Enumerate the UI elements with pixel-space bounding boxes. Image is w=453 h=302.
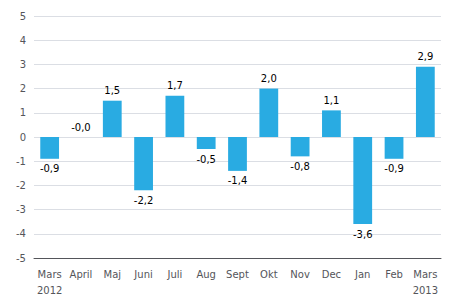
svg-text:1,1: 1,1 (323, 95, 339, 106)
svg-text:Jan: Jan (354, 269, 370, 280)
svg-text:Dec: Dec (322, 269, 341, 280)
svg-text:-3,6: -3,6 (353, 229, 373, 240)
svg-text:2012: 2012 (37, 285, 62, 296)
svg-text:Nov: Nov (290, 269, 310, 280)
svg-text:-1,4: -1,4 (228, 175, 248, 186)
svg-text:Mars: Mars (38, 269, 62, 280)
svg-text:2,9: 2,9 (417, 51, 433, 62)
svg-text:1,5: 1,5 (104, 85, 120, 96)
svg-text:-2: -2 (16, 180, 26, 191)
svg-text:Juli: Juli (166, 269, 182, 280)
svg-text:2013: 2013 (413, 285, 438, 296)
svg-text:-1: -1 (16, 156, 26, 167)
svg-text:-0,5: -0,5 (196, 154, 216, 165)
svg-text:Mars: Mars (413, 269, 437, 280)
svg-text:2: 2 (20, 83, 26, 94)
svg-text:April: April (70, 269, 93, 280)
svg-text:Maj: Maj (103, 269, 121, 280)
svg-text:Aug: Aug (196, 269, 216, 280)
svg-text:-0,9: -0,9 (384, 163, 404, 174)
svg-text:5: 5 (20, 11, 26, 22)
svg-text:1: 1 (20, 107, 26, 118)
svg-text:-0,8: -0,8 (290, 161, 310, 172)
svg-text:1,7: 1,7 (167, 80, 183, 91)
svg-text:Feb: Feb (385, 269, 403, 280)
svg-text:Juni: Juni (133, 269, 152, 280)
svg-text:-3: -3 (16, 204, 26, 215)
svg-text:4: 4 (20, 35, 26, 46)
svg-text:-0,0: -0,0 (71, 122, 91, 133)
svg-text:Okt: Okt (260, 269, 278, 280)
svg-text:0: 0 (20, 132, 26, 143)
svg-text:-5: -5 (16, 253, 26, 264)
svg-text:3: 3 (20, 59, 26, 70)
svg-text:Sept: Sept (226, 269, 249, 280)
svg-text:-2,2: -2,2 (134, 195, 154, 206)
svg-text:-0,9: -0,9 (40, 163, 60, 174)
svg-text:-4: -4 (16, 228, 26, 239)
svg-text:2,0: 2,0 (261, 73, 277, 84)
